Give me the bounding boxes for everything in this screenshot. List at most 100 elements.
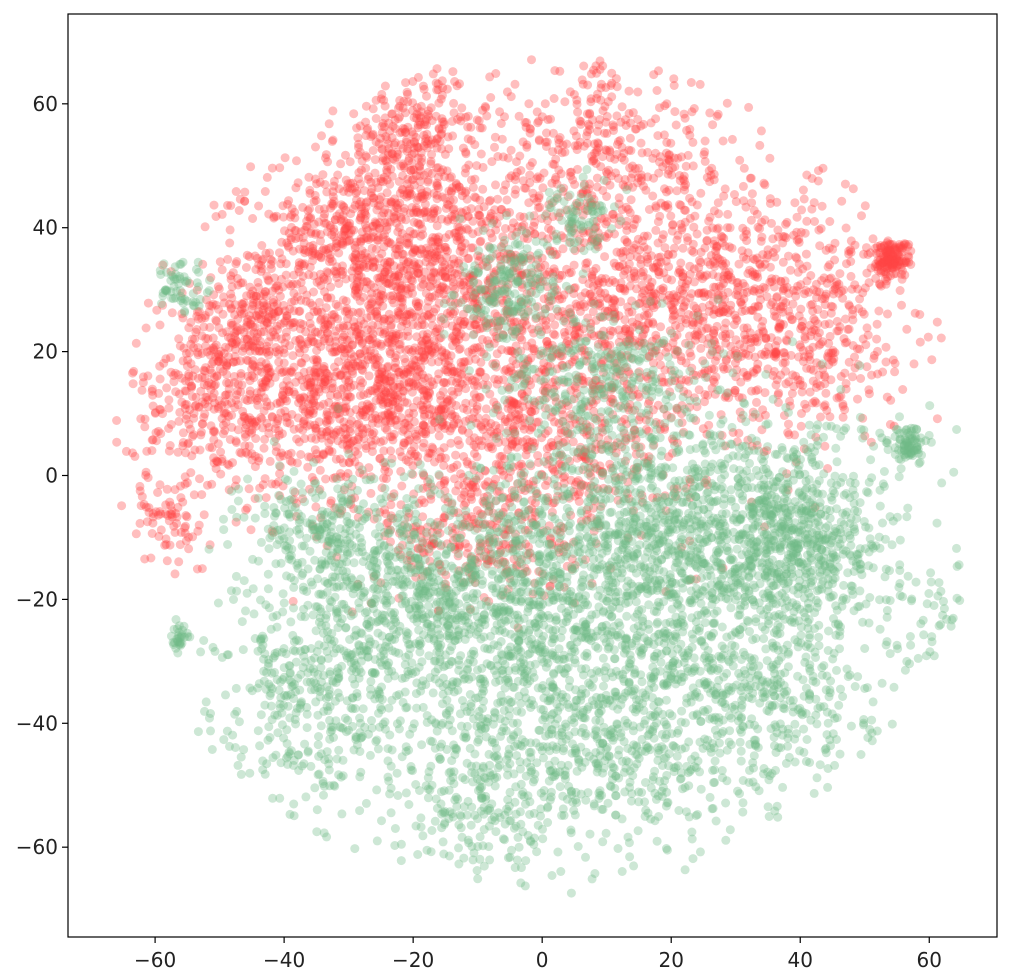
scatter-point — [314, 387, 324, 397]
scatter-point — [646, 118, 656, 128]
scatter-point — [414, 259, 424, 269]
scatter-point — [429, 349, 439, 358]
scatter-point — [280, 153, 290, 163]
scatter-point — [445, 297, 455, 307]
scatter-point — [554, 165, 564, 175]
scatter-point — [341, 296, 351, 306]
scatter-point — [198, 419, 208, 429]
scatter-point — [422, 332, 432, 342]
scatter-point — [662, 138, 672, 147]
scatter-point — [148, 390, 158, 400]
scatter-point — [319, 322, 329, 332]
scatter-point — [475, 324, 485, 334]
scatter-point — [276, 274, 286, 284]
scatter-point — [285, 368, 295, 377]
scatter-point — [423, 177, 433, 187]
scatter-point — [619, 270, 629, 280]
scatter-point — [386, 314, 396, 324]
scatter-point — [328, 106, 338, 116]
scatter-point — [535, 202, 545, 212]
scatter-point — [295, 324, 305, 334]
scatter-point — [268, 298, 278, 307]
scatter-point — [547, 352, 557, 362]
scatter-point — [295, 335, 305, 345]
scatter-point — [452, 460, 462, 470]
scatter-point — [534, 191, 544, 201]
scatter-point — [739, 163, 749, 173]
scatter-point — [416, 219, 426, 229]
scatter-point — [374, 369, 384, 379]
scatter-point — [377, 249, 387, 259]
scatter-point — [425, 404, 434, 414]
scatter-point — [176, 481, 185, 491]
scatter-point — [503, 153, 513, 163]
scatter-point — [541, 316, 551, 326]
scatter-point — [433, 181, 442, 191]
scatter-point — [223, 254, 233, 264]
scatter-point — [320, 320, 330, 330]
scatter-point — [813, 176, 823, 186]
scatter-point — [540, 260, 550, 270]
scatter-point — [337, 335, 347, 345]
scatter-point — [517, 389, 527, 399]
scatter-point — [355, 391, 365, 400]
scatter-point — [562, 264, 572, 274]
scatter-point — [222, 327, 232, 337]
scatter-point — [419, 141, 429, 151]
scatter-point — [464, 414, 474, 424]
scatter-point — [529, 193, 539, 203]
scatter-point — [688, 161, 698, 171]
scatter-point — [367, 386, 377, 396]
scatter-point — [408, 320, 418, 330]
scatter-point — [633, 87, 643, 97]
scatter-point — [468, 216, 478, 226]
scatter-point — [228, 458, 237, 468]
scatter-point — [585, 125, 595, 135]
scatter-point — [857, 307, 867, 317]
scatter-point — [551, 154, 561, 164]
scatter-point — [345, 392, 354, 402]
scatter-point — [323, 157, 333, 167]
scatter-point — [643, 172, 653, 182]
scatter-point — [739, 323, 749, 333]
scatter-point — [385, 346, 395, 356]
scatter-point — [702, 270, 712, 280]
scatter-point — [475, 393, 485, 402]
scatter-point — [498, 298, 508, 308]
scatter-point — [848, 372, 857, 382]
scatter-point — [494, 375, 503, 385]
scatter-point — [511, 185, 521, 195]
scatter-point — [470, 174, 480, 184]
scatter-point — [368, 227, 378, 237]
scatter-point — [522, 140, 532, 150]
scatter-point — [336, 159, 346, 169]
scatter-point — [412, 103, 422, 113]
scatter-point — [288, 351, 298, 361]
scatter-point — [687, 246, 697, 256]
scatter-point — [932, 317, 942, 327]
scatter-point — [829, 285, 839, 295]
scatter-point — [338, 321, 348, 331]
scatter-point — [261, 493, 271, 503]
scatter-point — [765, 153, 775, 163]
scatter-point — [310, 249, 320, 259]
scatter-point — [452, 81, 462, 91]
scatter-point — [485, 195, 495, 205]
scatter-point — [592, 93, 602, 103]
scatter-point — [492, 349, 502, 359]
scatter-point — [686, 78, 696, 87]
scatter-point — [656, 285, 666, 294]
scatter-point — [446, 172, 456, 182]
scatter-point — [402, 87, 412, 97]
scatter-point — [835, 322, 845, 332]
scatter-point — [244, 484, 254, 494]
scatter-point — [630, 274, 640, 284]
scatter-point — [670, 107, 680, 117]
scatter-point — [292, 458, 302, 468]
scatter-point — [515, 271, 525, 280]
scatter-point — [637, 148, 647, 158]
scatter-point — [804, 287, 814, 297]
scatter-point — [645, 282, 655, 292]
scatter-point — [387, 295, 397, 305]
scatter-point — [342, 306, 352, 316]
